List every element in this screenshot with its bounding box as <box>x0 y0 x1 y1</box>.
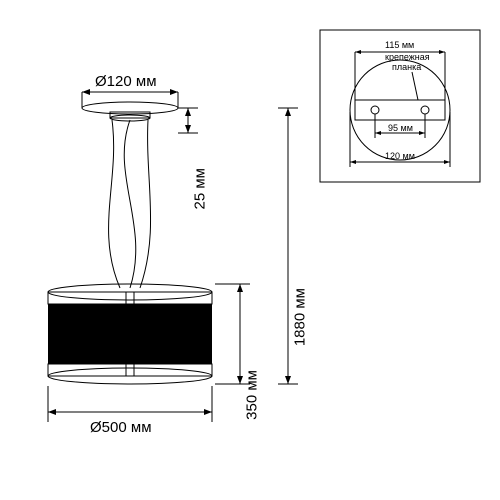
ceiling-canopy <box>82 102 178 121</box>
hole-sp-text: 95 мм <box>388 123 413 133</box>
shade-h-text: 350 мм <box>244 370 261 420</box>
total-h-text: 1880 мм <box>292 288 309 346</box>
dim-shade-height: 350 мм <box>215 284 261 420</box>
shade-dia-symbol: Ø500 <box>90 419 127 436</box>
mounting-plan-inset: 115 мм крепежная планка 95 мм 120 мм <box>320 30 480 182</box>
svg-text:Ø120 мм: Ø120 мм <box>95 73 157 90</box>
svg-text:Ø500 мм: Ø500 мм <box>90 419 152 436</box>
bracket-label-l1: крепежная <box>385 52 430 62</box>
dim-canopy-diameter: Ø120 мм <box>82 73 178 108</box>
lamp-shade <box>48 284 212 384</box>
front-elevation: Ø120 мм 25 мм 350 мм <box>48 73 309 436</box>
suspension-cables <box>109 120 151 288</box>
canopy-h-text: 25 мм <box>192 168 209 209</box>
outer-d-text: 120 мм <box>385 151 415 161</box>
bracket-label-l2: планка <box>392 62 421 72</box>
shade-dia-unit: мм <box>131 419 152 436</box>
canopy-dia-symbol: Ø120 <box>95 73 132 90</box>
technical-drawing: Ø120 мм 25 мм 350 мм <box>0 0 500 500</box>
dim-total-height: 1880 мм <box>278 108 309 384</box>
bracket-w-text: 115 мм <box>385 40 414 50</box>
dim-shade-diameter: Ø500 мм <box>48 386 212 436</box>
dim-canopy-height: 25 мм <box>178 108 209 209</box>
canopy-dia-unit: мм <box>136 73 157 90</box>
